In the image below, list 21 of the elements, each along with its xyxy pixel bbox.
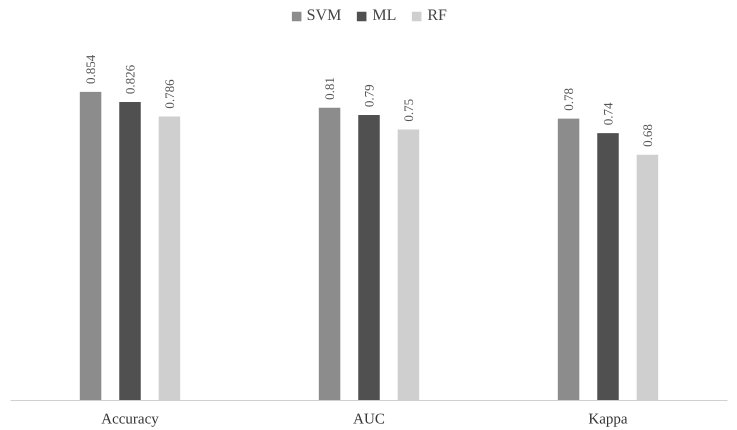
bar xyxy=(358,115,380,400)
data-label: 0.78 xyxy=(561,88,576,111)
data-label: 0.68 xyxy=(640,124,655,147)
bar xyxy=(80,92,102,400)
data-label: 0.826 xyxy=(122,64,138,94)
bar xyxy=(318,108,340,400)
data-label: 0.74 xyxy=(600,102,616,126)
x-tick-label: Accuracy xyxy=(101,412,160,428)
bar xyxy=(558,118,580,400)
legend-label: RF xyxy=(427,7,448,25)
legend-label: SVM xyxy=(306,7,342,25)
data-label: 0.81 xyxy=(322,77,338,100)
data-label: 0.79 xyxy=(362,84,376,108)
legend-label: ML xyxy=(372,7,396,25)
bar xyxy=(597,133,619,400)
data-label: 0.786 xyxy=(162,78,177,109)
data-label: 0.75 xyxy=(400,98,416,122)
x-tick-label: AUC xyxy=(353,412,385,428)
data-label: 0.854 xyxy=(83,54,98,84)
bar xyxy=(119,102,141,400)
x-tick-label: Kappa xyxy=(588,412,628,428)
